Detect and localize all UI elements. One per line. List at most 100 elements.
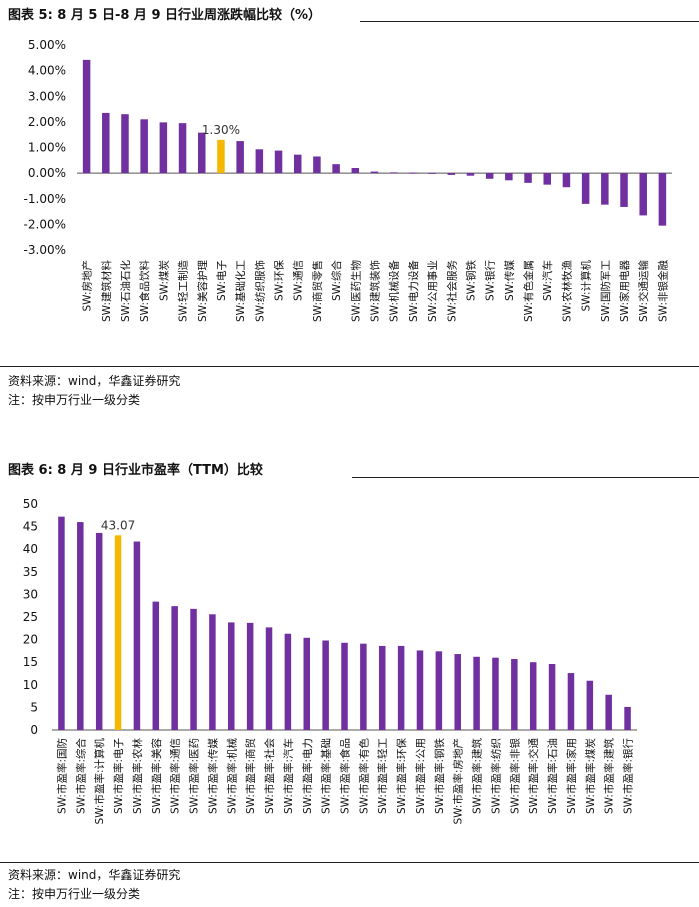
chart5-bar [82,59,91,174]
chart5-category-label: SW:公用事业 [426,260,439,322]
chart6-category-label: SW:市盈率:医药 [188,738,201,814]
chart5-bar [178,123,187,174]
chart5-category-label: SW:银行 [484,260,497,301]
chart6-y-tick-label: 50 [23,497,38,511]
chart6-category-label: SW:市盈率:国防 [55,738,68,814]
chart5-category-label: SW:电子 [215,260,228,301]
chart5-category-label: SW:房地产 [81,260,94,311]
chart6-category-label: SW:市盈率:传媒 [206,738,219,815]
chart5-category-label: SW:计算机 [580,260,593,312]
chart5-bar [601,173,609,205]
chart6-bar [605,694,612,730]
chart6-category-label: SW:市盈率:社会 [263,738,276,815]
chart5-y-tick-label: 3.00% [28,89,66,103]
chart6-category-label: SW:市盈率:综合 [74,738,87,815]
chart5-bar [524,173,532,183]
chart5-bar [255,149,264,174]
chart5-y-tick-label: 0.00% [28,166,66,180]
chart6-bar [548,664,556,730]
chart5-category-label: SW:食品饮料 [138,260,151,322]
chart5-bar [620,173,628,207]
chart6-bottom-rule [0,862,699,863]
chart5-category-label: SW:建筑装饰 [369,260,382,322]
chart6-bar [341,642,348,730]
chart6-bar [416,650,424,730]
chart5-bar [274,150,283,174]
chart5-category-label: SW:农林牧渔 [560,260,573,322]
chart6-category-label: SW:市盈率:计算机 [93,738,106,825]
chart5-y-tick-label: 1.00% [28,141,66,155]
chart6-bar [95,532,103,730]
chart5-bar [505,173,513,181]
chart5-category-label: SW:机械设备 [388,260,401,322]
chart5-category-label: SW:社会服务 [445,260,458,322]
chart6-category-label: SW:市盈率:机械 [225,738,238,815]
chart6-bar [303,637,311,730]
chart5-bar [466,173,475,176]
chart5-y-tick-label: -2.00% [24,217,66,231]
chart5-bar [313,156,321,174]
chart5-category-label: SW:传媒 [503,260,516,301]
chart5-category-label: SW:基础化工 [234,260,247,322]
chart6-top-rule [352,477,699,478]
chart6-bar [284,633,292,730]
chart6-bar [171,606,178,730]
chart5-bar [217,139,225,174]
chart6-y-tick-label: 25 [23,610,38,624]
chart5-bottom-rule [0,366,699,367]
chart6-bar [492,657,499,730]
chart6-y-tick-label: 15 [23,655,38,669]
chart6-category-label: SW:市盈率:电力 [301,738,314,814]
chart5-category-label: SW:环保 [273,260,286,301]
chart5-category-label: SW:煤炭 [157,260,170,301]
chart5-category-label: SW:非银金融 [656,260,669,322]
chart5-bar [121,114,129,174]
chart6-bar [473,656,480,730]
chart5-bar [159,122,168,174]
chart6-bar [152,601,160,730]
chart5-category-label: SW:国防军工 [599,260,612,322]
chart5-category-label: SW:纺织服饰 [253,260,266,322]
chart6-category-label: SW:市盈率:钢铁 [433,738,446,815]
chart6-category-label: SW:市盈率:农林 [131,738,144,815]
chart5-category-label: SW:综合 [330,260,343,301]
chart6-y-tick-label: 45 [23,520,38,534]
chart5-bar [639,173,647,216]
chart6-note: 注：按申万行业一级分类 [8,887,141,901]
chart5-data-label: 1.30% [202,123,240,137]
chart6-bar [114,535,122,730]
chart6-bar [454,654,461,730]
chart5-category-label: SW:汽车 [541,260,554,301]
chart5-category-label: SW:建筑材料 [100,260,113,322]
chart6-category-label: SW:市盈率:有色 [357,738,370,815]
chart6-category-label: SW:市盈率:建筑 [603,738,616,815]
chart5-bar [198,132,206,174]
chart6-source: 资料来源：wind，华鑫证券研究 [8,868,181,882]
chart6-y-tick-label: 5 [30,700,38,714]
chart6-bar [228,622,235,730]
chart6-category-label: SW:市盈率:石油 [546,738,559,814]
chart6-bar [511,659,518,730]
chart5-category-label: SW:美容护理 [196,260,209,322]
chart6-bar [322,640,329,730]
chart6-data-label: 43.07 [101,518,135,532]
chart6-category-label: SW:市盈率:煤炭 [584,738,597,815]
chart6-category-label: SW:市盈率:银行 [622,738,635,815]
chart6-bar [378,645,386,730]
chart5-bar [293,154,302,174]
chart5-y-tick-label: 5.00% [28,38,66,52]
chart6-category-label: SW:市盈率:汽车 [282,738,295,814]
chart6-category-label: SW:市盈率:美容 [150,738,163,815]
chart6-title: 图表 6: 8 月 9 日行业市盈率（TTM）比较 [8,463,263,478]
chart6-bar [624,706,631,730]
chart6-bar [397,645,405,730]
chart5-category-label: SW:交通运输 [637,260,650,322]
chart6-category-label: SW:市盈率:商贸 [244,738,257,814]
chart5-category-label: SW:钢铁 [464,260,477,301]
chart5-title: 图表 5: 8 月 5 日-8 月 9 日行业周涨跌幅比较（%） [8,8,322,23]
chart5-category-label: SW:医药生物 [349,260,362,322]
chart6-category-label: SW:市盈率:非银 [508,738,521,815]
chart5-bar [236,141,244,174]
chart6-category-label: SW:市盈率:家用 [565,738,578,814]
chart6-category-label: SW:市盈率:环保 [395,738,408,815]
